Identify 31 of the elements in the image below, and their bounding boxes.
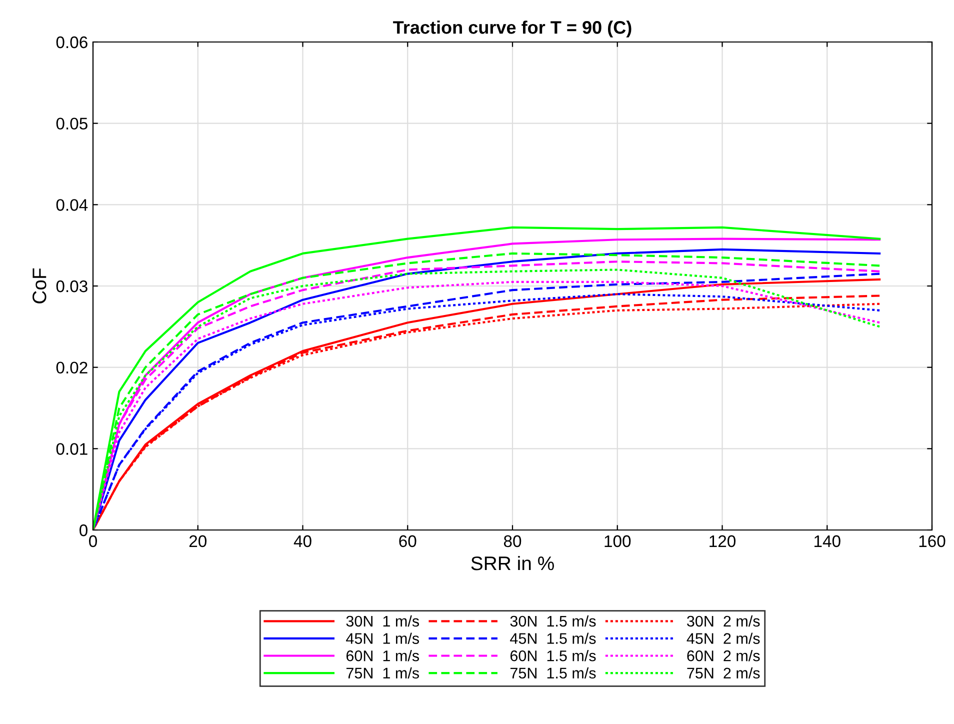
- x-tick-label: 120: [710, 535, 736, 548]
- legend-label: 30N 2 m/s: [687, 615, 760, 627]
- y-tick-label: 0.06: [56, 36, 88, 48]
- x-tick-label: 20: [189, 535, 206, 548]
- y-tick-label: 0.03: [56, 280, 88, 292]
- legend-label: 60N 1.5 m/s: [510, 650, 596, 662]
- y-tick-label: 0.05: [56, 118, 88, 130]
- y-tick-label: 0.04: [56, 199, 88, 211]
- legend-label: 75N 1.5 m/s: [510, 667, 596, 679]
- legend-label: 75N 1 m/s: [346, 667, 419, 679]
- x-tick-label: 40: [294, 535, 312, 548]
- legend-label: 30N 1.5 m/s: [510, 615, 596, 627]
- legend-label: 45N 1 m/s: [346, 632, 419, 644]
- legend-label: 75N 2 m/s: [687, 667, 760, 679]
- legend-label: 60N 1 m/s: [346, 650, 419, 662]
- y-tick-label: 0.02: [56, 362, 88, 374]
- chart-title: Traction curve for T = 90 (C): [393, 20, 632, 38]
- legend-label: 45N 1.5 m/s: [510, 632, 596, 644]
- y-tick-label: 0.01: [56, 443, 88, 455]
- x-tick-label: 140: [814, 535, 840, 548]
- x-tick-label: 0: [89, 535, 97, 548]
- x-axis-title: SRR in %: [471, 556, 554, 570]
- x-tick-label: 100: [604, 535, 631, 548]
- legend-label: 60N 2 m/s: [687, 650, 760, 662]
- x-tick-label: 60: [399, 535, 416, 548]
- y-tick-label: 0: [80, 524, 88, 536]
- legend-label: 45N 2 m/s: [686, 632, 760, 644]
- y-axis-title: CoF: [32, 268, 46, 304]
- x-tick-label: 160: [919, 535, 946, 548]
- x-tick-label: 80: [504, 535, 522, 548]
- legend-label: 30N 1 m/s: [346, 615, 419, 627]
